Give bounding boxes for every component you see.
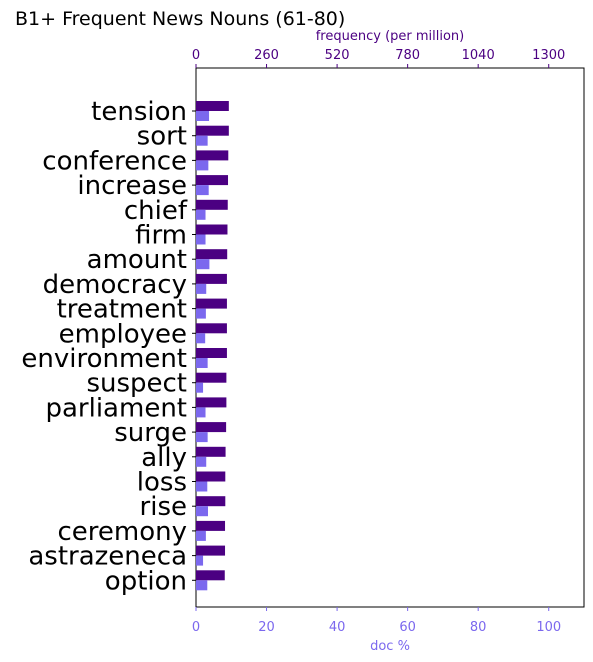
chart-title: B1+ Frequent News Nouns (61-80) — [15, 8, 345, 30]
bar-frequency-option — [196, 570, 225, 581]
bar-doc-percent-parliament — [196, 407, 206, 418]
bar-doc-percent-amount — [196, 259, 210, 270]
bottom-tick-label: 20 — [258, 620, 275, 635]
bar-frequency-sort — [196, 125, 229, 136]
category-label-increase: increase — [77, 171, 187, 201]
category-label-amount: amount — [87, 245, 187, 275]
bottom-axis-label: doc % — [370, 639, 410, 654]
top-tick-label: 0 — [192, 48, 200, 63]
bar-doc-percent-democracy — [196, 283, 207, 294]
bars-group — [196, 101, 229, 591]
bar-doc-percent-chief — [196, 209, 206, 220]
bottom-tick-label: 80 — [470, 620, 487, 635]
bar-frequency-rise — [196, 496, 226, 507]
top-axis-ticks: 0 260 520 780 1040 1300 — [192, 48, 565, 68]
bar-doc-percent-sort — [196, 135, 208, 146]
bar-frequency-ceremony — [196, 520, 226, 531]
bar-frequency-parliament — [196, 397, 227, 408]
category-label-ally: ally — [141, 443, 187, 473]
bar-frequency-amount — [196, 249, 228, 260]
bar-frequency-astrazeneca — [196, 545, 226, 556]
category-label-conference: conference — [42, 146, 187, 176]
plot-area — [195, 67, 585, 608]
bar-frequency-conference — [196, 150, 229, 161]
category-label-tension: tension — [91, 97, 187, 127]
bar-doc-percent-employee — [196, 333, 206, 344]
bar-frequency-increase — [196, 175, 229, 186]
category-label-parliament: parliament — [45, 393, 187, 423]
bar-frequency-surge — [196, 422, 227, 433]
bar-doc-percent-conference — [196, 160, 209, 171]
category-label-surge: surge — [114, 418, 187, 448]
bar-doc-percent-ally — [196, 456, 207, 467]
top-tick-label: 260 — [254, 48, 279, 63]
bar-frequency-tension — [196, 101, 229, 111]
top-tick-label: 1300 — [532, 48, 565, 63]
top-tick-label: 1040 — [462, 48, 495, 63]
bar-frequency-ally — [196, 446, 226, 457]
bar-frequency-treatment — [196, 298, 227, 309]
category-label-rise: rise — [140, 492, 187, 522]
category-labels: tensionsortconferenceincreasechieffirmam… — [21, 97, 196, 596]
bar-frequency-democracy — [196, 273, 227, 284]
category-label-employee: employee — [59, 319, 187, 349]
category-label-chief: chief — [124, 196, 188, 226]
bar-doc-percent-rise — [196, 506, 208, 517]
bar-doc-percent-treatment — [196, 308, 206, 319]
category-label-ceremony: ceremony — [57, 517, 187, 547]
bottom-tick-label: 100 — [536, 620, 561, 635]
category-label-sort: sort — [137, 122, 187, 152]
bar-frequency-environment — [196, 348, 227, 358]
category-label-loss: loss — [137, 468, 187, 498]
bar-doc-percent-ceremony — [196, 530, 206, 541]
bar-frequency-employee — [196, 323, 227, 334]
top-tick-label: 780 — [395, 48, 420, 63]
bar-doc-percent-surge — [196, 432, 208, 443]
top-axis-label: frequency (per million) — [316, 29, 465, 44]
top-tick-label: 520 — [325, 48, 350, 63]
category-label-treatment: treatment — [57, 295, 187, 325]
bar-doc-percent-tension — [196, 111, 210, 121]
category-label-astrazeneca: astrazeneca — [28, 542, 187, 572]
category-label-firm: firm — [135, 221, 187, 251]
category-label-democracy: democracy — [43, 270, 187, 300]
bar-doc-percent-astrazeneca — [196, 555, 204, 566]
bottom-tick-label: 40 — [329, 620, 346, 635]
bottom-tick-label: 0 — [192, 620, 200, 635]
bar-frequency-suspect — [196, 372, 227, 383]
bar-doc-percent-option — [196, 580, 208, 591]
bottom-axis-ticks: 0 20 40 60 80 100 — [192, 607, 561, 635]
bar-frequency-loss — [196, 471, 226, 482]
bar-frequency-firm — [196, 224, 228, 235]
bar-doc-percent-environment — [196, 358, 208, 368]
bar-doc-percent-loss — [196, 481, 208, 492]
category-label-option: option — [105, 566, 187, 596]
bar-frequency-chief — [196, 199, 228, 210]
bar-doc-percent-increase — [196, 185, 209, 196]
bottom-tick-label: 60 — [399, 620, 416, 635]
bar-doc-percent-firm — [196, 234, 206, 245]
bar-doc-percent-suspect — [196, 382, 204, 393]
category-label-environment: environment — [21, 344, 187, 374]
category-label-suspect: suspect — [86, 369, 187, 399]
